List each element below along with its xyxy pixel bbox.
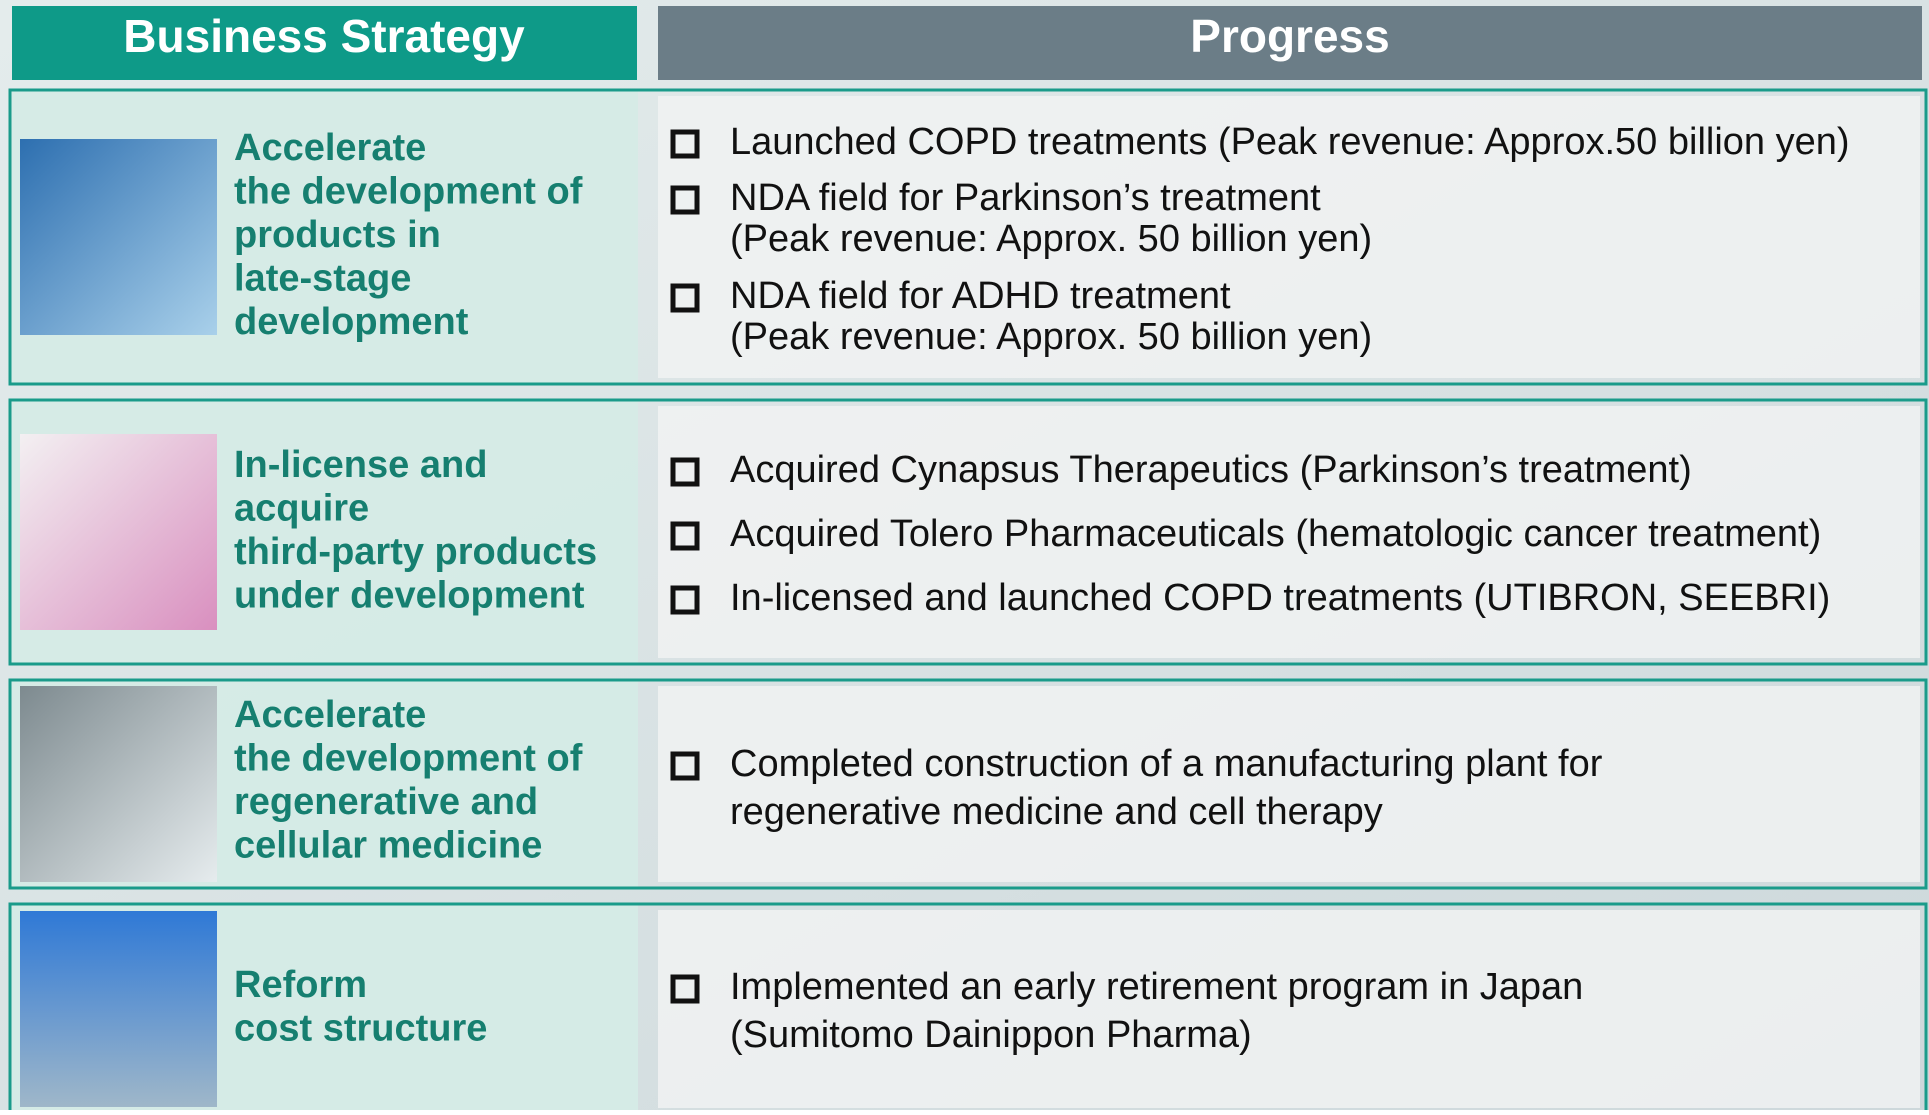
progress-text: (Sumitomo Dainippon Pharma) (730, 1014, 1252, 1056)
strategy-text: regenerative and (234, 781, 538, 823)
checkbox (670, 185, 700, 215)
strategy-text: cellular medicine (234, 825, 542, 867)
row-border (8, 398, 1928, 666)
progress-cell (658, 96, 1920, 378)
progress-text: In-licensed and launched COPD treatments… (730, 577, 1830, 619)
strategy-text: development (234, 301, 469, 343)
progress-cell (658, 406, 1920, 658)
header-progress: Progress (1190, 10, 1389, 62)
progress-text: Implemented an early retirement program … (730, 966, 1583, 1008)
strategy-image (20, 911, 217, 1107)
checkbox (670, 129, 700, 159)
progress-text: NDA field for ADHD treatment (730, 275, 1231, 317)
header-strategy-bg (12, 6, 637, 80)
progress-text: NDA field for Parkinson’s treatment (730, 177, 1321, 219)
checkbox (670, 751, 700, 781)
checkbox (670, 457, 700, 487)
checkbox (670, 283, 700, 313)
strategy-text: Accelerate (234, 127, 426, 169)
strategy-image (20, 686, 217, 882)
checkbox (670, 974, 700, 1004)
strategy-text: products in (234, 214, 441, 256)
progress-text: Acquired Tolero Pharmaceuticals (hematol… (730, 513, 1821, 555)
progress-text: regenerative medicine and cell therapy (730, 791, 1383, 833)
strategy-image (20, 434, 217, 630)
progress-text: Completed construction of a manufacturin… (730, 743, 1603, 785)
strategy-image (20, 139, 217, 335)
strategy-text: cost structure (234, 1008, 487, 1050)
strategy-text: third-party products (234, 531, 597, 573)
strategy-text: late-stage (234, 258, 411, 300)
strategy-text: acquire (234, 488, 369, 530)
progress-cell (658, 686, 1920, 882)
progress-text: Acquired Cynapsus Therapeutics (Parkinso… (730, 449, 1692, 491)
header-progress-bg (658, 6, 1922, 80)
row-border (8, 88, 1928, 386)
row-border (8, 678, 1928, 890)
strategy-text: Accelerate (234, 694, 426, 736)
progress-cell (658, 910, 1920, 1108)
header-strategy: Business Strategy (123, 10, 525, 62)
progress-text: (Peak revenue: Approx. 50 billion yen) (730, 316, 1372, 358)
progress-text: (Peak revenue: Approx. 50 billion yen) (730, 218, 1372, 260)
strategy-text: the development of (234, 738, 583, 780)
strategy-text: the development of (234, 171, 583, 213)
strategy-text: Reform (234, 964, 367, 1006)
progress-text: Launched COPD treatments (Peak revenue: … (730, 121, 1850, 163)
checkbox (670, 585, 700, 615)
checkbox (670, 521, 700, 551)
strategy-text: In-license and (234, 444, 487, 486)
strategy-text: under development (234, 575, 585, 617)
